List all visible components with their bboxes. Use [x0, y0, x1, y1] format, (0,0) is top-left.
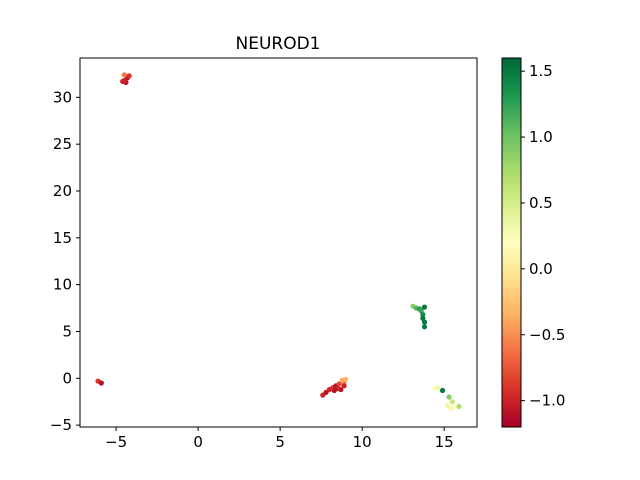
scatter-point — [98, 380, 104, 386]
x-tick-label: 10 — [353, 433, 372, 451]
x-axis: −5 0 5 10 15 — [105, 427, 454, 451]
scatter-points — [95, 72, 462, 411]
y-tick-label: 20 — [53, 182, 72, 200]
colorbar-tick-label: 0.5 — [529, 194, 553, 212]
scatter-point — [336, 381, 342, 387]
scatter-point — [126, 73, 132, 79]
scatter-point — [343, 376, 349, 382]
scatter-point — [448, 405, 454, 411]
scatter-point — [421, 324, 428, 330]
y-tick-label: 30 — [53, 88, 72, 106]
x-tick-label: 5 — [275, 433, 285, 451]
scatter-point — [121, 77, 127, 84]
colorbar-tick-label: −0.5 — [529, 326, 565, 344]
scatter-point — [341, 383, 347, 389]
x-tick-label: 0 — [193, 433, 203, 451]
y-tick-label: −5 — [50, 416, 72, 434]
y-tick-label: 15 — [53, 229, 72, 247]
scatter-point — [449, 399, 455, 405]
scatter-point — [435, 385, 441, 391]
scatter-point — [121, 72, 127, 78]
scatter-point — [421, 304, 428, 310]
scatter-point — [421, 319, 428, 325]
chart-title: NEUROD1 — [236, 34, 321, 54]
y-tick-label: 10 — [53, 276, 72, 294]
scatter-point — [456, 403, 462, 409]
scatter-point — [446, 394, 452, 400]
x-tick-label: 15 — [435, 433, 454, 451]
y-axis: −5 0 5 10 15 20 25 30 — [50, 88, 80, 434]
y-tick-label: 0 — [62, 369, 72, 387]
colorbar — [501, 57, 522, 428]
y-tick-label: 5 — [62, 322, 72, 340]
scatter-point — [331, 387, 337, 394]
y-tick-label: 25 — [53, 135, 72, 153]
colorbar-tick-label: 1.5 — [529, 62, 553, 80]
plot-area — [79, 57, 478, 428]
colorbar-tick-label: 0.0 — [529, 260, 553, 278]
colorbar-tick-label: 1.0 — [529, 128, 553, 146]
scatter-point — [439, 387, 446, 394]
scatter-point — [420, 312, 426, 318]
colorbar-tick-label: −1.0 — [529, 392, 565, 410]
colorbar-axis: 1.5 1.0 0.5 0.0 −0.5 −1.0 — [521, 62, 565, 410]
x-tick-label: −5 — [105, 433, 127, 451]
